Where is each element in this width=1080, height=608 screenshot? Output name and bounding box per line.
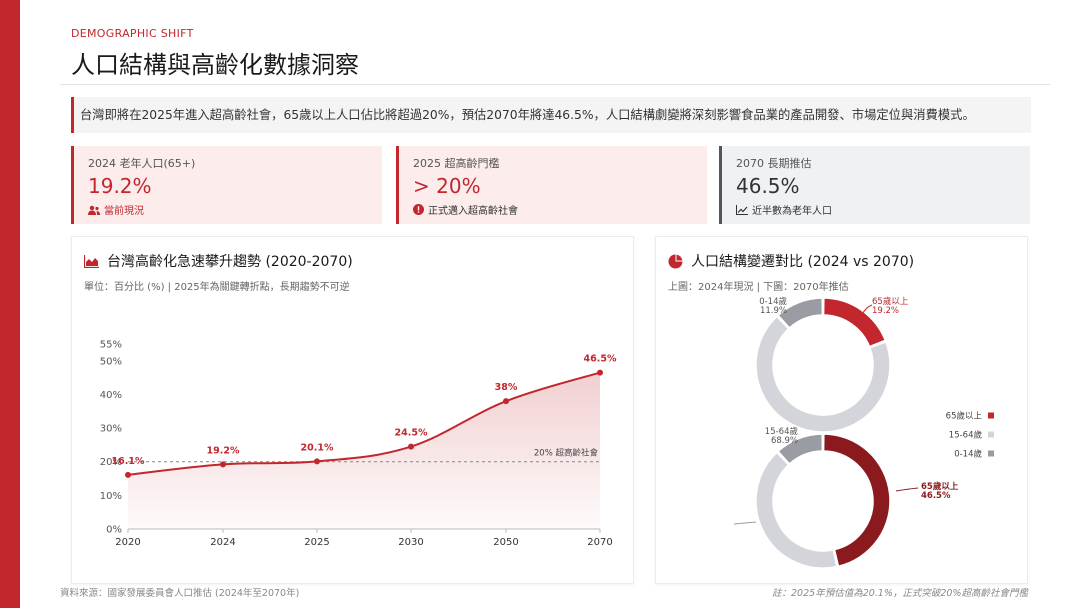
x-tick-label: 2024 <box>210 537 235 548</box>
line-chart-title: 台灣高齡化急速攀升趨勢 (2020-2070) <box>84 251 353 271</box>
legend-swatch <box>988 412 994 419</box>
pie-chart-icon <box>668 254 683 268</box>
data-point <box>125 471 131 478</box>
area-fill <box>128 372 600 529</box>
pie-slice <box>822 297 887 348</box>
y-tick-label: 20% <box>100 457 122 468</box>
data-label: 38% <box>495 382 518 393</box>
slice-label-name: 65歲以上 <box>872 296 909 307</box>
y-tick-label: 55% <box>100 340 122 351</box>
data-label: 20.1% <box>301 442 334 453</box>
kpi-note-text: 近半數為老年人口 <box>752 206 832 217</box>
pie-slice <box>822 433 891 568</box>
y-tick-label: 50% <box>100 356 122 367</box>
reference-line-label: 20% 超高齡社會 <box>534 448 599 459</box>
x-tick-label: 2070 <box>587 537 612 548</box>
kpi-note: 正式邁入超高齡社會 <box>413 202 693 217</box>
slice-label-value: 68.9% <box>771 436 798 446</box>
leader-line <box>860 304 873 317</box>
divider <box>60 84 1050 85</box>
slice-label-name: 65歲以上 <box>921 481 959 492</box>
donut-chart-title: 人口結構變遷對比 (2024 vs 2070) <box>668 251 914 271</box>
kpi-value: 19.2% <box>88 174 152 198</box>
line-chart-subtitle: 單位：百分比 (%) | 2025年為關鍵轉折點，長期趨勢不可逆 <box>84 282 350 293</box>
y-tick-label: 30% <box>100 424 122 435</box>
slice-label-name: 0-14歲 <box>759 296 787 307</box>
source-note: 資料來源：國家發展委員會人口推估 (2024年至2070年) <box>60 588 300 599</box>
y-tick-label: 0% <box>106 525 122 536</box>
kpi-note-text: 正式邁入超高齡社會 <box>428 206 518 217</box>
donut-chart-subtitle: 上圖：2024年現況 | 下圖：2070年推估 <box>668 282 849 293</box>
accent-bar <box>0 0 20 608</box>
kpi-label: 2025 超高齡門檻 <box>413 157 500 170</box>
donut-chart: 65歲以上19.2%0-14歲11.9%15-64歲68.9%65歲以上46.5… <box>733 296 994 569</box>
y-tick-label: 10% <box>100 491 122 502</box>
kpi-card-2070: 2070 長期推估 46.5% 近半數為老年人口 <box>719 146 1030 224</box>
kpi-value: > 20% <box>413 174 481 198</box>
legend-label: 0-14歲 <box>954 449 982 460</box>
footnote: 註：2025年預估值為20.1%，正式突破20%超高齡社會門檻 <box>772 588 1028 599</box>
slice-label-value: 46.5% <box>921 491 951 501</box>
data-label: 46.5% <box>584 354 617 365</box>
kpi-note-text: 當前現況 <box>104 206 144 217</box>
data-label: 16.1% <box>112 456 145 467</box>
legend-swatch <box>988 431 994 438</box>
x-tick-label: 2050 <box>493 537 518 548</box>
line-chart-title-text: 台灣高齡化急速攀升趨勢 (2020-2070) <box>107 254 353 270</box>
pie-slice <box>755 451 838 569</box>
pie-slice <box>755 315 891 433</box>
kpi-note: 當前現況 <box>88 202 368 217</box>
x-tick-label: 2025 <box>304 537 329 548</box>
data-point <box>314 458 320 465</box>
kpi-label: 2070 長期推估 <box>736 157 812 170</box>
data-point <box>220 461 226 468</box>
data-point <box>408 443 414 450</box>
x-tick-label: 2020 <box>115 537 140 548</box>
data-label: 19.2% <box>207 445 240 456</box>
structure-chart-panel: 人口結構變遷對比 (2024 vs 2070) 上圖：2024年現況 | 下圖：… <box>655 236 1028 584</box>
data-point <box>597 369 603 376</box>
slice-label-name: 15-64歲 <box>765 426 799 437</box>
page-title: 人口結構與高齡化數據洞察 <box>71 51 359 79</box>
area-chart-icon <box>84 254 99 268</box>
donut-chart-title-text: 人口結構變遷對比 (2024 vs 2070) <box>691 254 915 270</box>
legend-label: 15-64歲 <box>949 430 983 441</box>
slice-label-value: 19.2% <box>872 306 899 316</box>
trend-chart-panel: 台灣高齡化急速攀升趨勢 (2020-2070) 單位：百分比 (%) | 202… <box>71 236 634 584</box>
users-icon <box>88 205 100 215</box>
kpi-card-2024: 2024 老年人口(65+) 19.2% 當前現況 <box>71 146 382 224</box>
data-point <box>503 398 509 405</box>
pie-slice <box>777 433 824 465</box>
legend-label: 65歲以上 <box>946 411 983 422</box>
summary-callout: 台灣即將在2025年進入超高齡社會，65歲以上人口佔比將超過20%，預估2070… <box>71 97 1031 133</box>
kpi-value: 46.5% <box>736 174 800 198</box>
series-line <box>127 371 601 476</box>
alert-icon <box>413 204 424 215</box>
slice-label-value: 11.9% <box>760 306 787 316</box>
y-tick-label: 40% <box>100 390 122 401</box>
x-tick-label: 2030 <box>398 537 423 548</box>
line-chart: 0% 10% 20% 30% 40% 50% 55% 2020 2024 2025 2030 2050… <box>100 340 617 549</box>
trend-icon <box>736 204 748 215</box>
kpi-note: 近半數為老年人口 <box>736 202 1016 217</box>
data-label: 24.5% <box>395 428 428 439</box>
leader-line <box>733 521 757 525</box>
pie-slice <box>777 297 824 329</box>
eyebrow: DEMOGRAPHIC SHIFT <box>71 27 194 40</box>
kpi-card-2025: 2025 超高齡門檻 > 20% 正式邁入超高齡社會 <box>396 146 707 224</box>
leader-line <box>895 487 919 492</box>
legend-swatch <box>988 450 994 457</box>
kpi-label: 2024 老年人口(65+) <box>88 157 196 170</box>
